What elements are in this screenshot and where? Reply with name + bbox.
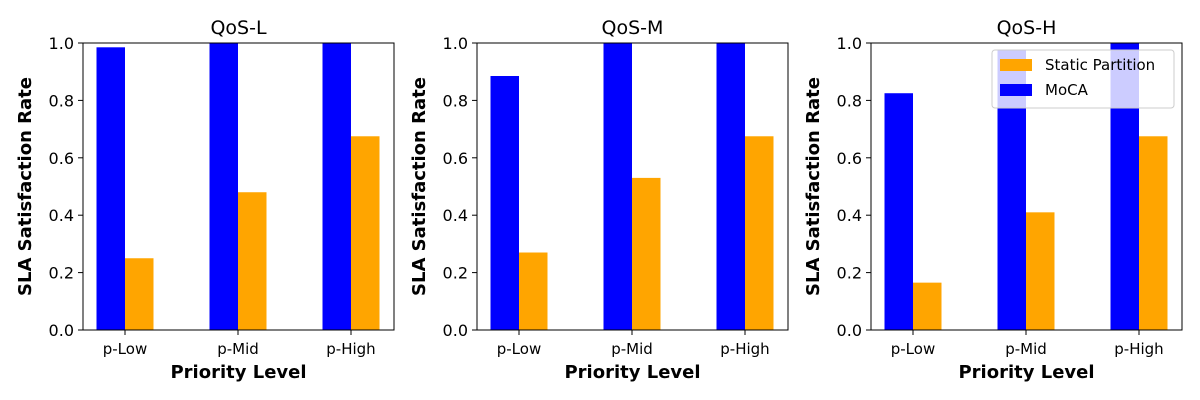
y-tick-label: 0.8 xyxy=(443,91,468,110)
x-tick-label: p-Low xyxy=(103,340,147,358)
x-tick-label: p-Low xyxy=(497,340,541,358)
x-tick-label: p-High xyxy=(326,340,375,358)
x-tick-label: p-High xyxy=(720,340,769,358)
x-tick-label: p-Mid xyxy=(611,340,653,358)
y-tick-label: 0.8 xyxy=(837,91,862,110)
subplot-0: p-Low p-Mid p-High 0.0 0.2 0.4 0.6 0.8 1.0 QoS-L P… xyxy=(15,17,395,383)
y-axis-label: SLA Satisfaction Rate xyxy=(409,77,430,296)
y-tick-label: 0.2 xyxy=(443,264,468,283)
x-tick-label: p-Mid xyxy=(1005,340,1047,358)
subplot-1: p-Low p-Mid p-High 0.0 0.2 0.4 0.6 0.8 1.0 QoS-M P… xyxy=(409,17,789,383)
x-axis-label: Priority Level xyxy=(564,362,700,383)
y-tick-label: 0.4 xyxy=(443,206,468,225)
legend-swatch xyxy=(1000,84,1032,96)
bar-static-partition-p-high xyxy=(745,136,774,330)
bar-static-partition-p-mid xyxy=(238,192,267,330)
bar-moca-p-mid xyxy=(209,43,238,330)
axes-frame xyxy=(870,42,1183,331)
y-axis-label: SLA Satisfaction Rate xyxy=(803,77,824,296)
x-axis-label: Priority Level xyxy=(170,362,306,383)
bar-static-partition-p-high xyxy=(1139,136,1168,330)
y-tick-label: 0.6 xyxy=(837,149,862,168)
legend-label: MoCA xyxy=(1045,81,1089,99)
subplot-title: QoS-H xyxy=(997,17,1057,39)
bar-moca-p-high xyxy=(716,43,745,330)
bar-moca-p-high xyxy=(322,43,351,330)
subplot-2: p-Low p-Mid p-High 0.0 0.2 0.4 0.6 0.8 1.0 QoS-H P… xyxy=(803,17,1183,383)
x-tick-label: p-High xyxy=(1114,340,1163,358)
bar-moca-p-mid xyxy=(603,43,632,330)
legend-swatch xyxy=(1000,59,1032,71)
legend-box xyxy=(991,49,1175,109)
y-tick-label: 1.0 xyxy=(837,34,862,53)
y-tick-label: 1.0 xyxy=(49,34,74,53)
legend-label: Static Partition xyxy=(1045,56,1155,74)
bar-moca-p-low xyxy=(96,47,125,331)
y-tick-label: 0.2 xyxy=(837,264,862,283)
bar-moca-p-low xyxy=(490,76,519,330)
y-tick-label: 0.8 xyxy=(49,91,74,110)
axes-frame xyxy=(476,42,789,331)
bar-static-partition-p-mid xyxy=(1026,212,1055,330)
x-tick-label: p-Mid xyxy=(217,340,259,358)
y-tick-label: 0.0 xyxy=(837,321,862,340)
bar-static-partition-p-low xyxy=(125,258,154,330)
y-tick-label: 1.0 xyxy=(443,34,468,53)
bar-static-partition-p-high xyxy=(351,136,380,330)
bar-static-partition-p-mid xyxy=(632,177,661,330)
bar-static-partition-p-low xyxy=(913,282,942,330)
legend: Static Partition MoCA xyxy=(991,49,1175,109)
y-tick-label: 0.2 xyxy=(49,264,74,283)
y-tick-label: 0.0 xyxy=(443,321,468,340)
y-tick-label: 0.0 xyxy=(49,321,74,340)
y-tick-label: 0.4 xyxy=(837,206,862,225)
x-tick-label: p-Low xyxy=(891,340,935,358)
x-axis-label: Priority Level xyxy=(958,362,1094,383)
subplot-title: QoS-L xyxy=(210,17,266,39)
y-tick-label: 0.4 xyxy=(49,206,74,225)
bar-moca-p-low xyxy=(884,93,913,330)
subplot-title: QoS-M xyxy=(602,17,664,39)
axes-frame xyxy=(82,42,395,331)
y-tick-label: 0.6 xyxy=(443,149,468,168)
y-tick-label: 0.6 xyxy=(49,149,74,168)
bar-static-partition-p-low xyxy=(519,252,548,330)
y-axis-label: SLA Satisfaction Rate xyxy=(15,77,36,296)
